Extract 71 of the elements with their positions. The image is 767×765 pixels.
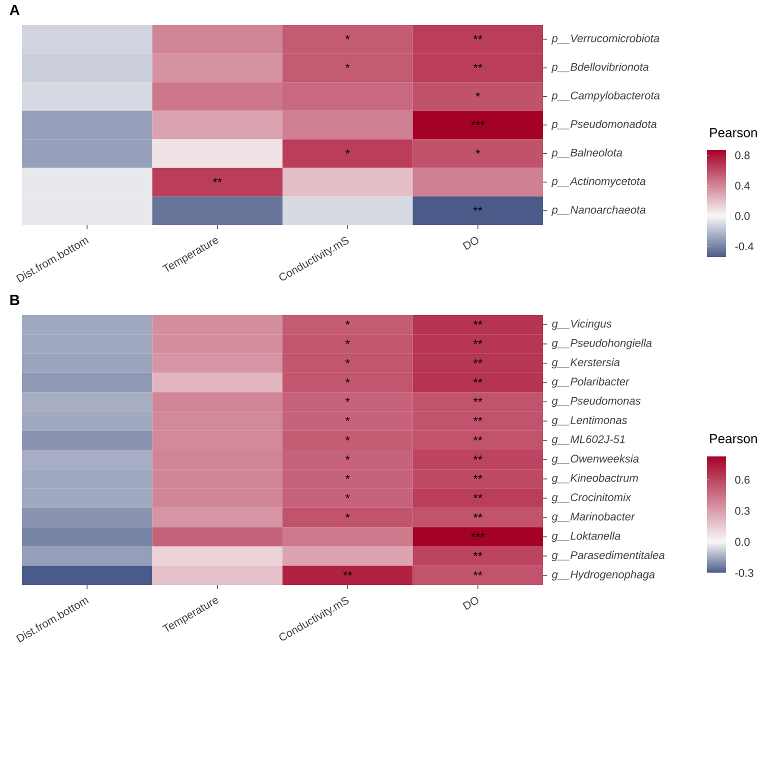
data-label: **	[473, 64, 482, 68]
y-tick-label: g__Crocinitomix	[552, 493, 632, 504]
data-label: **	[473, 494, 482, 498]
y-tick-label: p__Balneolota	[551, 148, 622, 159]
chart-title: B	[10, 294, 20, 305]
y-tick-label: g__Marinobacter	[552, 512, 636, 523]
data-label: **	[473, 456, 482, 460]
data-label: **	[473, 320, 482, 325]
data-label: **	[473, 206, 482, 211]
data-label: *	[345, 416, 350, 422]
data-label: **	[473, 436, 482, 440]
y-tick-label: g__Lentimonas	[552, 416, 628, 426]
x-tick-label: DO	[462, 236, 478, 250]
data-label: *	[345, 378, 350, 383]
y-tick-label: g__Parasedimentitalea	[552, 550, 665, 562]
y-tick-label: p__Nanoarchaeota	[551, 206, 646, 216]
data-label: **	[473, 398, 482, 402]
y-tick-label: g__Polaribacter	[552, 377, 630, 388]
color-bar-label: 0.0	[735, 538, 750, 546]
y-tick-label: g__Hydrogenophaga	[552, 570, 655, 581]
y-tick-label: g__Kineobactrum	[552, 474, 638, 484]
y-tick-label: g__Vicingus	[552, 319, 612, 330]
color-bar-label: 0.6	[735, 476, 750, 484]
data-label: *	[345, 494, 350, 498]
data-label: **	[212, 178, 222, 182]
data-label: **	[343, 571, 352, 576]
data-label: ***	[471, 120, 485, 126]
data-label: **	[473, 513, 482, 518]
data-label: *	[476, 149, 480, 154]
data-label: **	[473, 416, 482, 422]
x-tick-label: DO	[462, 597, 478, 610]
data-label: *	[345, 436, 350, 440]
data-label: **	[473, 378, 482, 383]
y-tick-label: p__Bdellovibrionota	[551, 62, 649, 74]
data-label: *	[345, 64, 350, 68]
data-label: *	[345, 456, 350, 460]
color-bar-label: 0.0	[735, 212, 750, 220]
y-tick-label: g__Owenweeksia	[552, 454, 639, 465]
data-label: *	[345, 398, 350, 402]
data-label: *	[345, 149, 350, 154]
y-tick-label: g__Kerstersia	[552, 358, 620, 368]
y-tick-label: g__ML602J-51	[552, 435, 625, 446]
color-bar-label: 0.4	[735, 182, 750, 190]
data-label: *	[345, 474, 350, 480]
data-label: *	[345, 320, 350, 325]
data-label: **	[473, 340, 482, 344]
y-tick-label: p__Campylobacterota	[551, 91, 660, 102]
y-tick-label: p__Pseudomonadota	[551, 120, 657, 130]
data-label: *	[345, 35, 350, 40]
color-bar-label: -0.4	[735, 242, 754, 250]
data-label: **	[473, 474, 482, 480]
data-label: *	[345, 513, 350, 518]
chart-title: A	[10, 4, 20, 15]
data-label: *	[476, 92, 480, 97]
y-tick-label: g__Pseudomonas	[552, 396, 641, 407]
data-label: **	[473, 359, 482, 364]
data-label: *	[345, 340, 350, 344]
color-bar-label: 0.3	[735, 506, 750, 515]
data-label: ***	[471, 532, 485, 537]
data-label: **	[473, 552, 482, 556]
y-tick-label: p__Actinomycetota	[551, 176, 646, 188]
y-tick-label: g__Loktanella	[552, 532, 620, 542]
color-bar-title: Pearson	[710, 128, 757, 138]
color-bar-title: Pearson	[710, 434, 757, 444]
data-label: *	[345, 359, 350, 364]
y-tick-label: g__Pseudohongiella	[552, 338, 652, 350]
data-label: **	[473, 35, 482, 40]
color-bar-label: 0.8	[735, 151, 750, 160]
y-tick-label: p__Verrucomicrobiota	[551, 34, 660, 44]
data-label: **	[473, 571, 482, 576]
color-bar-label: -0.3	[735, 569, 754, 577]
